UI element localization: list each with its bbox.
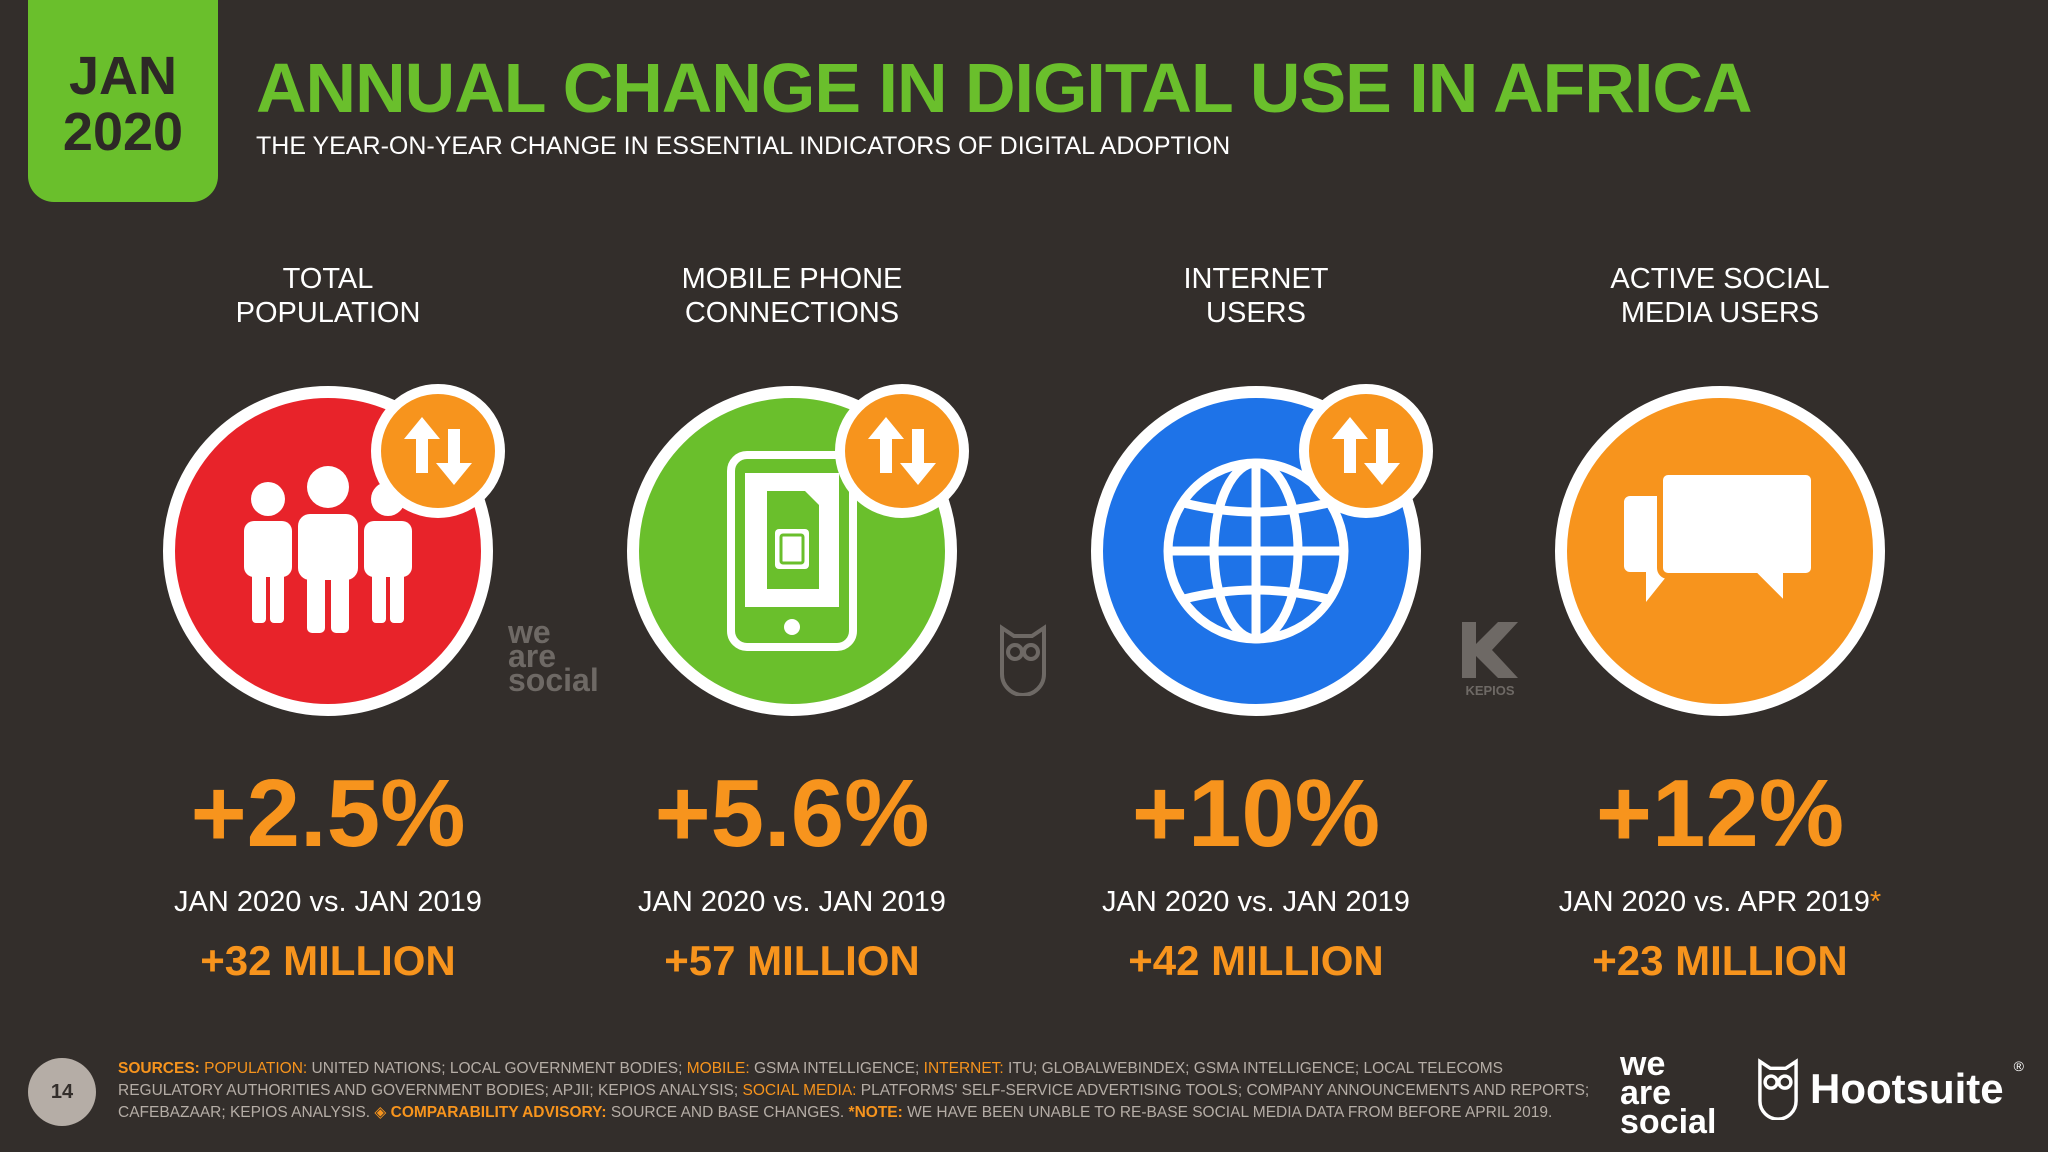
- stat-label-line2: USERS: [1206, 297, 1306, 329]
- we-are-social-watermark: we are social: [508, 614, 599, 698]
- note-text: WE HAVE BEEN UNABLE TO RE-BASE SOCIAL ME…: [902, 1104, 1553, 1121]
- hootsuite-logo: Hootsuite ®: [1756, 1058, 2024, 1120]
- stat-comparison-star: *: [1869, 886, 1882, 918]
- stat-label-line1: TOTAL: [282, 263, 374, 295]
- stat-label-line1: MOBILE PHONE: [681, 263, 903, 295]
- stat-percent: +2.5%: [190, 760, 466, 867]
- page-number: 14: [28, 1058, 96, 1126]
- kepios-watermark: KEPIOS: [1460, 622, 1520, 698]
- stat-comparison: JAN 2020 vs. JAN 2019: [88, 886, 568, 919]
- stat-comparison: JAN 2020 vs. JAN 2019: [552, 886, 1032, 919]
- sources-label: SOURCES:: [118, 1060, 200, 1077]
- was-line3: social: [1620, 1103, 1717, 1141]
- page-subtitle: THE YEAR-ON-YEAR CHANGE IN ESSENTIAL IND…: [256, 132, 1231, 160]
- badge-year: 2020: [62, 102, 184, 162]
- stat-percent: +10%: [1131, 760, 1381, 867]
- stat-absolute: +57 MILLION: [664, 937, 920, 984]
- updown-arrows-icon: [835, 384, 969, 518]
- updown-arrows-icon: [1299, 384, 1433, 518]
- hootsuite-trademark: ®: [2013, 1058, 2024, 1074]
- stat-percent: +5.6%: [654, 760, 930, 867]
- stat-label-line2: MEDIA USERS: [1620, 297, 1820, 329]
- stat-comparison: JAN 2020 vs. JAN 2019: [1016, 886, 1496, 919]
- stat-label: TOTAL POPULATION: [88, 262, 568, 342]
- stat-label: INTERNET USERS: [1016, 262, 1496, 342]
- internet-source-label: INTERNET:: [923, 1060, 1004, 1077]
- population-source-label: POPULATION:: [204, 1060, 308, 1077]
- internet-source-text: ITU; GLOBALWEBINDEX; GSMA INTELLIGENCE; …: [118, 1060, 1504, 1099]
- social-source-text: PLATFORMS' SELF-SERVICE ADVERTISING TOOL…: [118, 1082, 1590, 1121]
- mobile-source-text: GSMA INTELLIGENCE;: [749, 1060, 924, 1077]
- chat-bubbles-icon: [1624, 469, 1817, 614]
- hootsuite-owl-watermark: [998, 624, 1048, 701]
- page-title: ANNUAL CHANGE IN DIGITAL USE IN AFRICA: [256, 49, 1753, 127]
- hootsuite-owl-icon: [1758, 1058, 1798, 1120]
- mobile-source-label: MOBILE:: [686, 1060, 750, 1077]
- watermark-social: social: [508, 662, 599, 698]
- stat-comparison-text: JAN 2020 vs. JAN 2019: [638, 886, 946, 918]
- globe-icon: [1163, 458, 1349, 644]
- stat-percent: +12%: [1595, 760, 1845, 867]
- stat-card-social: ACTIVE SOCIAL MEDIA USERS +12% JAN 2020 …: [1480, 262, 1960, 985]
- updown-arrows-icon: [371, 384, 505, 518]
- stat-label-line2: CONNECTIONS: [684, 297, 900, 329]
- people-icon: [244, 466, 412, 633]
- stat-label-line1: INTERNET: [1183, 263, 1329, 295]
- kepios-logo-icon: [1462, 622, 1518, 678]
- was-line1: we: [1620, 1045, 1666, 1083]
- stat-absolute: +42 MILLION: [1128, 937, 1384, 984]
- stat-card-internet: INTERNET USERS +10% JAN 2020 vs. JAN 201…: [1016, 262, 1496, 985]
- stat-label: ACTIVE SOCIAL MEDIA USERS: [1480, 262, 1960, 342]
- stat-card-population: TOTAL POPULATION +2.5% JAN 2020 vs. JAN …: [88, 262, 568, 985]
- stat-comparison: JAN 2020 vs. APR 2019*: [1480, 886, 1960, 919]
- note-label: *NOTE:: [848, 1104, 903, 1121]
- hootsuite-wordmark: Hootsuite: [1810, 1065, 2004, 1112]
- stat-label-line2: POPULATION: [235, 297, 421, 329]
- watermark-we: we: [508, 614, 551, 650]
- social-source-label: SOCIAL MEDIA:: [742, 1082, 857, 1099]
- date-badge: JAN 2020: [28, 0, 218, 202]
- stat-comparison-text: JAN 2020 vs. APR 2019: [1558, 886, 1870, 918]
- we-are-social-logo: we are social: [1620, 1045, 1717, 1141]
- comparability-advisory-text: SOURCE AND BASE CHANGES.: [606, 1104, 849, 1121]
- stat-icon-circle: [1555, 386, 1885, 716]
- badge-month: JAN: [68, 46, 178, 106]
- kepios-text: KEPIOS: [1465, 683, 1515, 698]
- stat-comparison-text: JAN 2020 vs. JAN 2019: [1102, 886, 1410, 918]
- watermark-are: are: [508, 638, 557, 674]
- mobile-phone-icon: [727, 451, 857, 651]
- stat-label: MOBILE PHONE CONNECTIONS: [552, 262, 1032, 342]
- comparability-advisory-label: ◈ COMPARABILITY ADVISORY:: [374, 1104, 607, 1121]
- stat-absolute: +32 MILLION: [200, 937, 456, 984]
- stat-comparison-text: JAN 2020 vs. JAN 2019: [174, 886, 482, 918]
- population-source-text: UNITED NATIONS; LOCAL GOVERNMENT BODIES;: [307, 1060, 687, 1077]
- stat-absolute: +23 MILLION: [1592, 937, 1848, 984]
- was-line2: are: [1620, 1074, 1672, 1112]
- stat-label-line1: ACTIVE SOCIAL: [1610, 263, 1830, 295]
- stat-card-mobile: MOBILE PHONE CONNECTIONS +5.6% JAN 2020 …: [552, 262, 1032, 985]
- sources-text: SOURCES: POPULATION: UNITED NATIONS; LOC…: [118, 1058, 1598, 1124]
